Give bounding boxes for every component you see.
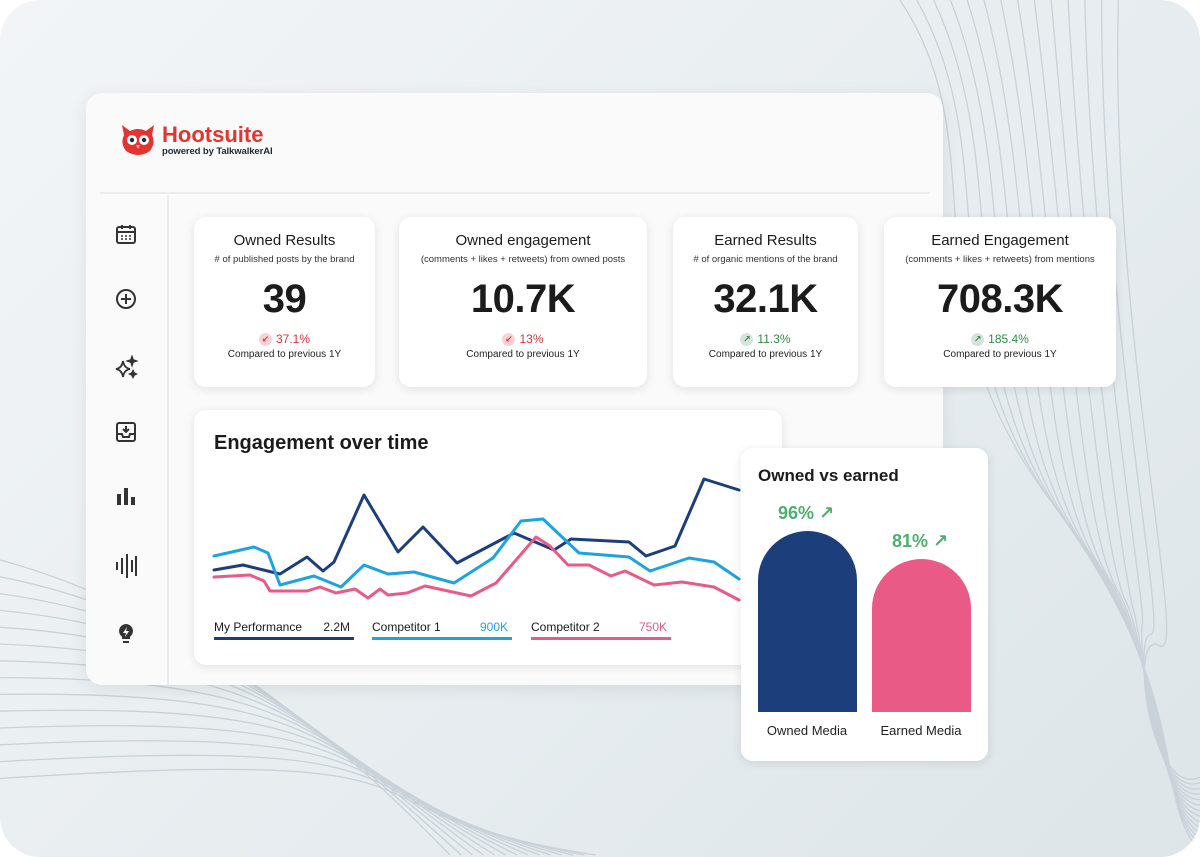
kpi-title: Earned Results: [714, 232, 817, 249]
kpi-value: 32.1K: [713, 277, 818, 321]
kpi-change-value: 185.4%: [988, 332, 1029, 346]
legend-my-performance[interactable]: My Performance 2.2M: [214, 620, 354, 640]
chart-title: Owned vs earned: [758, 466, 899, 485]
arrow-down-left-icon: ↙: [258, 332, 272, 346]
kpi-subtitle: # of organic mentions of the brand: [693, 254, 838, 265]
kpi-subtitle: # of published posts by the brand: [214, 254, 355, 265]
kpi-title: Owned engagement: [455, 232, 591, 249]
kpi-compare: Compared to previous 1Y: [227, 349, 342, 360]
kpi-change-value: 11.3%: [757, 332, 791, 346]
engagement-line-chart: [212, 477, 741, 602]
kpi-subtitle: (comments + likes + retweets) from owned…: [420, 254, 626, 265]
category-label: Owned Media: [766, 723, 848, 738]
bar-chart-icon[interactable]: [114, 484, 138, 508]
header-divider: [100, 192, 930, 194]
legend-total: 2.2M: [323, 620, 350, 634]
kpi-value: 10.7K: [470, 277, 576, 321]
bar-owned-media: [758, 531, 857, 712]
bar-value: 81%: [892, 531, 929, 552]
arrow-up-right-icon: ↗: [933, 531, 949, 552]
lightbulb-icon[interactable]: [114, 622, 138, 646]
kpi-compare: Compared to previous 1Y: [708, 349, 823, 360]
bar-label-earned: 81% ↗: [892, 530, 948, 552]
audio-bars-icon[interactable]: [114, 551, 138, 581]
sidebar-divider: [167, 195, 169, 685]
kpi-title: Earned Engagement: [931, 232, 1069, 249]
kpi-card-owned-engagement: Owned engagement (comments + likes + ret…: [399, 217, 647, 387]
chart-title: Engagement over time: [214, 432, 429, 454]
kpi-card-owned-results: Owned Results # of published posts by th…: [194, 217, 375, 387]
kpi-title: Owned Results: [233, 232, 336, 249]
engagement-over-time-card: Engagement over time My Performance 2.2M …: [194, 410, 782, 665]
arrow-down-left-icon: ↙: [502, 332, 516, 346]
category-label: Earned Media: [880, 723, 962, 738]
bar-label-owned: 96% ↗: [778, 502, 834, 524]
hootsuite-logo: Hootsuite powered by TalkwalkerAI: [120, 123, 273, 157]
kpi-compare: Compared to previous 1Y: [943, 349, 1057, 360]
kpi-change: ↗ 11.3%: [673, 332, 858, 346]
arrow-up-right-icon: ↗: [819, 503, 835, 523]
brand-name: Hootsuite: [162, 121, 264, 147]
legend-label: Competitor 1: [372, 620, 441, 634]
arrow-up-right-icon: ↗: [740, 332, 754, 346]
kpi-change: ↗ 185.4%: [884, 332, 1116, 346]
legend-label: My Performance: [214, 620, 303, 634]
kpi-change-value: 13%: [519, 332, 544, 346]
kpi-card-earned-results: Earned Results # of organic mentions of …: [673, 217, 858, 387]
kpi-change-value: 37.1%: [275, 332, 311, 346]
bar-earned-media: [872, 559, 971, 712]
inbox-icon[interactable]: [114, 420, 138, 444]
kpi-value: 708.3K: [937, 277, 1063, 321]
legend-label: Competitor 2: [531, 620, 600, 634]
kpi-compare: Compared to previous 1Y: [466, 349, 580, 360]
series-line-2: [212, 517, 741, 589]
series-line-3: [212, 535, 741, 602]
brand-tagline: powered by TalkwalkerAI: [162, 145, 273, 157]
legend-competitor-2[interactable]: Competitor 2 750K: [531, 620, 671, 640]
owl-logo-icon: [122, 125, 154, 155]
kpi-change: ↙ 37.1%: [194, 332, 375, 346]
legend-competitor-1[interactable]: Competitor 1 900K: [372, 620, 512, 640]
sparkles-icon[interactable]: [114, 355, 138, 379]
plus-circle-icon[interactable]: [114, 287, 138, 311]
legend-total: 900K: [479, 620, 508, 634]
legend-total: 750K: [638, 620, 667, 634]
series-line-1: [212, 477, 741, 576]
calendar-icon[interactable]: [114, 222, 138, 246]
kpi-card-earned-engagement: Earned Engagement (comments + likes + re…: [884, 217, 1116, 387]
kpi-change: ↙ 13%: [399, 332, 647, 346]
arrow-up-right-icon: ↗: [971, 332, 985, 346]
kpi-value: 39: [262, 277, 307, 321]
owned-vs-earned-card: Owned vs earned 96% ↗ 81% ↗ Owned Media …: [741, 448, 988, 761]
kpi-subtitle: (comments + likes + retweets) from menti…: [905, 254, 1095, 265]
bar-value: 96%: [778, 503, 815, 523]
